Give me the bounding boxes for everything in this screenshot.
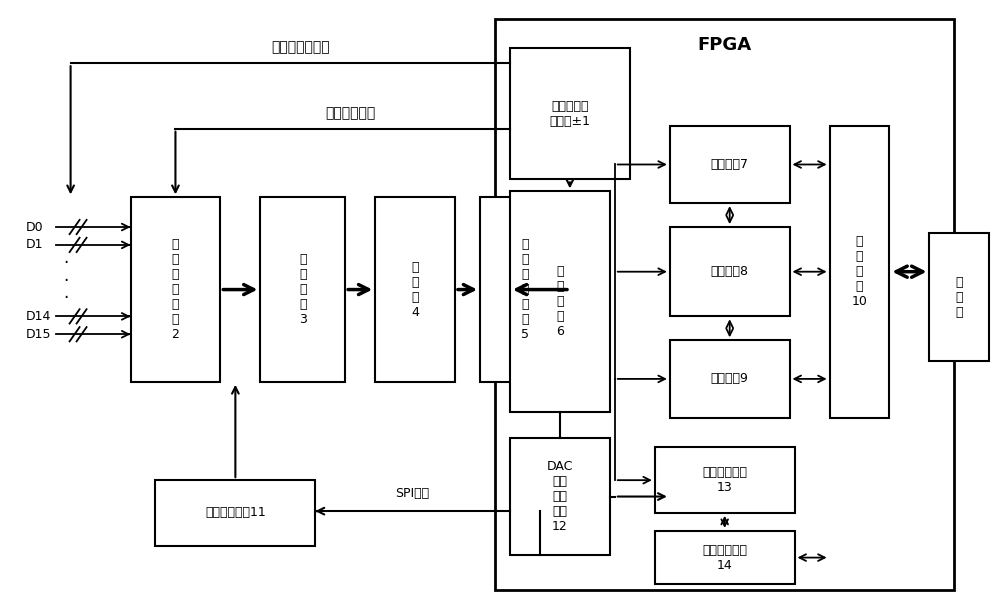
Bar	[375, 197, 455, 382]
Bar	[830, 126, 889, 418]
Bar	[929, 233, 989, 361]
Text: ·: ·	[63, 290, 68, 307]
Bar	[495, 19, 954, 590]
Text: 同步自校准信号: 同步自校准信号	[271, 41, 330, 54]
Bar	[670, 340, 790, 418]
Bar	[510, 438, 610, 555]
Text: ·: ·	[63, 254, 68, 272]
Text: SPI总线: SPI总线	[396, 487, 430, 500]
Text: DAC
门限
控制
模块
12: DAC 门限 控制 模块 12	[547, 460, 573, 533]
Bar	[510, 191, 610, 412]
Text: 校准信号产
生模块±1: 校准信号产 生模块±1	[549, 100, 590, 128]
Text: 上
位
机: 上 位 机	[956, 275, 963, 319]
Bar	[510, 48, 630, 179]
Text: 门限控制电路11: 门限控制电路11	[205, 506, 266, 519]
Bar	[655, 531, 795, 584]
Text: 电
平
转
换
电
路
5: 电 平 转 换 电 路 5	[521, 238, 529, 341]
Text: D14: D14	[26, 310, 51, 323]
Text: D0: D0	[26, 220, 43, 233]
Text: 通路选择控制: 通路选择控制	[325, 106, 375, 120]
Text: 通
路
选
择
电
路
2: 通 路 选 择 电 路 2	[172, 238, 179, 341]
Text: FPGA: FPGA	[698, 36, 752, 54]
Text: 边沿检测模块
13: 边沿检测模块 13	[702, 466, 747, 494]
Text: 探
头
电
路
3: 探 头 电 路 3	[299, 253, 307, 326]
Text: 采
样
电
路
6: 采 样 电 路 6	[556, 265, 564, 338]
Bar	[131, 197, 220, 382]
Bar	[260, 197, 345, 382]
Text: 触发模块7: 触发模块7	[711, 158, 749, 171]
Bar	[480, 197, 570, 382]
Bar	[155, 480, 315, 546]
Text: ·: ·	[63, 272, 68, 290]
Text: 接
口
模
块
10: 接 口 模 块 10	[852, 235, 867, 308]
Text: D1: D1	[26, 238, 43, 251]
Text: 存储模块9: 存储模块9	[711, 373, 749, 386]
Bar	[670, 227, 790, 316]
Bar	[655, 447, 795, 513]
Bar	[670, 126, 790, 203]
Text: 偏差计算模块
14: 偏差计算模块 14	[702, 544, 747, 571]
Text: D15: D15	[26, 328, 51, 341]
Text: 主控模块8: 主控模块8	[711, 265, 749, 278]
Text: 比
较
器
4: 比 较 器 4	[411, 260, 419, 319]
